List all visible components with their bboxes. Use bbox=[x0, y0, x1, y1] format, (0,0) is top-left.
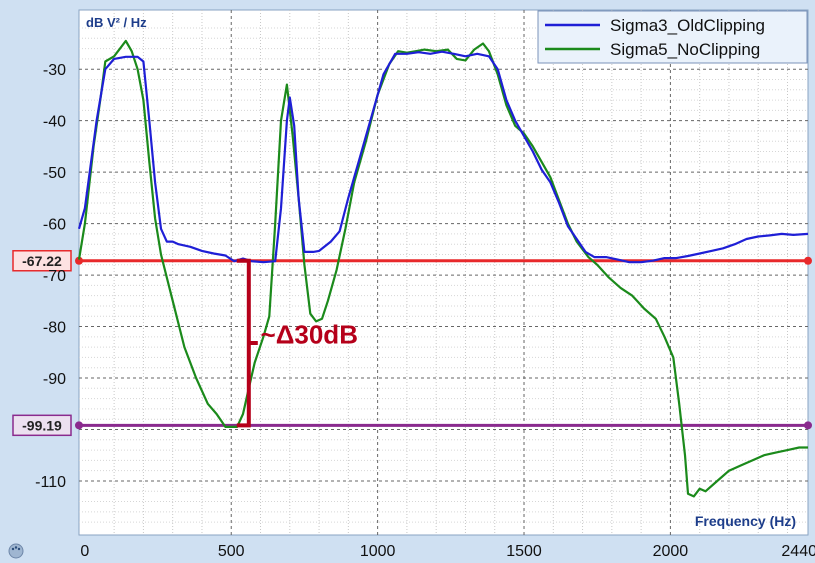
legend-label: Sigma5_NoClipping bbox=[610, 40, 760, 59]
y-tick-label: -60 bbox=[43, 217, 66, 234]
delta-annotation: ~Δ30dB bbox=[261, 320, 358, 350]
x-tick-label: 1500 bbox=[506, 543, 542, 560]
reference-marker-right bbox=[804, 421, 812, 430]
legend-box bbox=[537, 10, 808, 64]
reference-value-label: -99.19 bbox=[22, 417, 62, 433]
annotation-layer: ~Δ30dB bbox=[236, 258, 358, 428]
reference-value-badge bbox=[12, 250, 72, 272]
x-tick-label: 1000 bbox=[360, 543, 396, 560]
plot-area[interactable] bbox=[78, 9, 809, 536]
tick-labels: 0 500 1000 1500 2000 2440 -30 -40 -50 -60 -70 -80 -9… bbox=[35, 62, 815, 560]
x-tick-label: 2440 bbox=[781, 543, 815, 560]
y-axis-label: dB V² / Hz bbox=[86, 15, 147, 30]
y-tick-label: -110 bbox=[35, 474, 66, 491]
reference-value-badge bbox=[12, 414, 72, 437]
y-tick-label: -40 bbox=[43, 114, 66, 131]
y-tick-label: -80 bbox=[43, 320, 66, 337]
series-line-sigma5-noclipping bbox=[77, 39, 808, 498]
x-tick-label: 2000 bbox=[653, 543, 689, 560]
reference-marker-right bbox=[804, 256, 812, 265]
y-tick-label: -50 bbox=[43, 165, 66, 182]
reference-marker-left bbox=[75, 421, 83, 430]
reference-lines: -67.22 -99.19 bbox=[12, 250, 812, 437]
settings-icon[interactable] bbox=[8, 543, 24, 559]
reference-value-label: -67.22 bbox=[22, 253, 62, 269]
y-tick-label: -70 bbox=[43, 268, 66, 285]
x-axis-label: Frequency (Hz) bbox=[695, 513, 796, 529]
series-layer bbox=[77, 39, 809, 498]
x-tick-label: 0 bbox=[80, 543, 89, 560]
y-tick-label: -30 bbox=[43, 62, 66, 79]
series-line-sigma3-oldclipping bbox=[77, 50, 809, 264]
delta-bracket bbox=[236, 258, 258, 428]
legend[interactable]: Sigma3_OldClipping Sigma5_NoClipping bbox=[537, 10, 808, 64]
x-tick-label: 500 bbox=[218, 543, 245, 560]
y-tick-label: -90 bbox=[43, 371, 66, 388]
reference-marker-left bbox=[75, 256, 83, 265]
legend-label: Sigma3_OldClipping bbox=[610, 16, 765, 35]
